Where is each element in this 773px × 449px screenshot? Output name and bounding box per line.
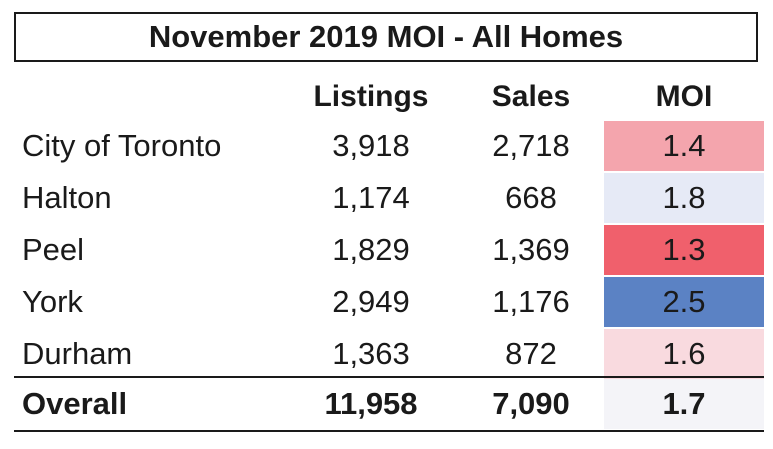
table-row: City of Toronto 3,918 2,718 1.4 <box>14 120 764 172</box>
moi-cell: 1.7 <box>604 379 764 429</box>
region-cell: Peel <box>22 232 85 267</box>
column-header-moi: MOI <box>655 80 713 113</box>
column-header-sales: Sales <box>491 80 571 113</box>
listings-cell: 1,174 <box>332 180 410 215</box>
table-row: Halton 1,174 668 1.8 <box>14 172 764 224</box>
table-row: Peel 1,829 1,369 1.3 <box>14 224 764 276</box>
moi-cell: 2.5 <box>604 277 764 327</box>
sales-cell: 7,090 <box>492 386 570 421</box>
listings-cell: 1,829 <box>332 232 410 267</box>
table-title: November 2019 MOI - All Homes <box>14 12 758 62</box>
listings-cell: 2,949 <box>332 284 410 319</box>
sales-cell: 872 <box>505 336 557 371</box>
region-cell: Durham <box>22 336 133 371</box>
sales-cell: 1,176 <box>492 284 570 319</box>
moi-cell: 1.6 <box>604 329 764 379</box>
column-header-listings: Listings <box>313 80 429 113</box>
moi-cell: 1.3 <box>604 225 764 275</box>
sales-cell: 668 <box>505 180 557 215</box>
region-cell: City of Toronto <box>22 128 222 163</box>
listings-cell: 3,918 <box>332 128 410 163</box>
table-row-overall: Overall 11,958 7,090 1.7 <box>14 378 764 430</box>
moi-cell: 1.4 <box>604 121 764 171</box>
table-row: York 2,949 1,176 2.5 <box>14 276 764 328</box>
sales-cell: 2,718 <box>492 128 570 163</box>
moi-cell: 1.8 <box>604 173 764 223</box>
table-bottom-border <box>14 430 764 432</box>
region-cell: York <box>22 284 83 319</box>
region-cell: Overall <box>22 386 128 421</box>
table-row: Durham 1,363 872 1.6 <box>14 328 764 380</box>
listings-cell: 11,958 <box>324 386 418 421</box>
total-divider <box>14 376 764 378</box>
sales-cell: 1,369 <box>492 232 570 267</box>
region-cell: Halton <box>22 180 112 215</box>
listings-cell: 1,363 <box>332 336 410 371</box>
